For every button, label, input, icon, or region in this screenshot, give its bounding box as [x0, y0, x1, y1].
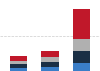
Bar: [73, 63, 90, 71]
Bar: [41, 51, 59, 57]
Bar: [10, 68, 27, 71]
Bar: [73, 39, 90, 51]
Bar: [41, 62, 59, 67]
Bar: [41, 67, 59, 71]
Bar: [10, 64, 27, 68]
Bar: [10, 61, 27, 64]
Bar: [41, 57, 59, 62]
Bar: [73, 9, 90, 39]
Bar: [10, 56, 27, 61]
Bar: [73, 51, 90, 63]
